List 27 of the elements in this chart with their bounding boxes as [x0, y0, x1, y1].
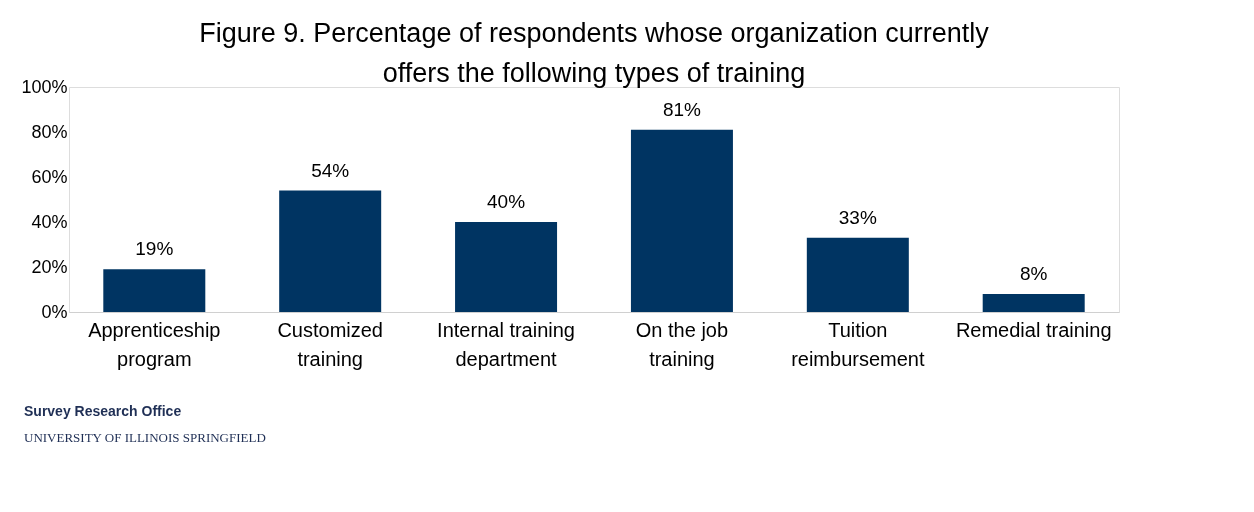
y-tick-label: 80%: [31, 121, 68, 142]
x-tick-label: On the job training: [635, 318, 729, 370]
bar: [103, 269, 206, 312]
data-label: 81%: [662, 98, 702, 120]
bar: [982, 294, 1085, 312]
chart-title: Figure 9. Percentage of respondents whose organization currently offers the following types of training: [199, 18, 990, 88]
x-tick-label: Internal training department: [437, 318, 575, 370]
data-label: 8%: [1019, 263, 1048, 284]
y-tick-label: 0%: [41, 301, 68, 322]
y-tick-label: 60%: [31, 166, 68, 187]
x-tick-label: Remedial training: [955, 318, 1112, 341]
bar: [630, 129, 733, 312]
y-tick-label: 40%: [31, 211, 68, 232]
x-tick-label: Apprenticeship program: [88, 318, 221, 370]
bar: [455, 222, 558, 312]
data-label: 33%: [838, 206, 877, 228]
data-label: 54%: [311, 159, 350, 181]
y-tick-label: 100%: [21, 76, 68, 97]
text: Survey Research Office: [24, 403, 182, 419]
bar: [806, 237, 909, 312]
x-tick-label: Tuition reimbursement: [791, 318, 925, 370]
x-tick-label: Customized training: [277, 318, 383, 370]
data-label: 40%: [487, 191, 526, 212]
data-label: 19%: [135, 238, 174, 260]
bar: [279, 190, 382, 312]
text: UNIVERSITY OF ILLINOIS SPRINGFIELD: [24, 430, 266, 445]
y-tick-label: 20%: [31, 256, 68, 277]
